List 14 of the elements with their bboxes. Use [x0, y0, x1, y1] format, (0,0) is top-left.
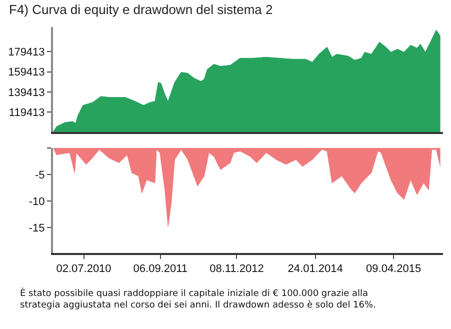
y-tick-label: 139413 [8, 86, 45, 99]
x-tick-label: 09.04.2015 [366, 262, 422, 275]
text: È stato possibile quasi raddoppiare il capitale iniziale di € 100.000 grazie alla strategia aggiustata nel corso dei sei anni. Il drawdown adesso è solo del 16%. [20, 287, 376, 311]
y-tick-label: -10 [28, 196, 45, 208]
x-tick-label: 08.11.2012 [210, 262, 264, 275]
x-tick-label: 06.09.2011 [133, 262, 188, 275]
y-tick-label: 179413 [8, 46, 45, 59]
chart-title: F4) Curva di equity e drawdown del sistema 2 [9, 2, 273, 18]
y-tick-label: -5 [35, 169, 45, 182]
x-tick-label: 24.01.2014 [288, 262, 343, 275]
y-tick-label: 159413 [8, 66, 45, 79]
x-tick-label: 02.07.2010 [56, 262, 112, 275]
y-tick-label: 119413 [8, 106, 45, 119]
y-tick-label: -15 [28, 222, 45, 234]
